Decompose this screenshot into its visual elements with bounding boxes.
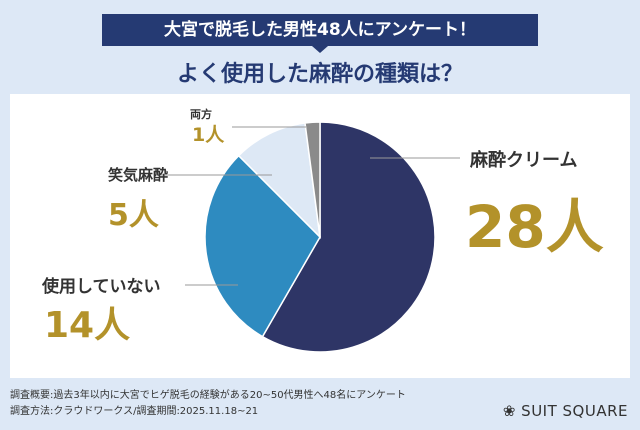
logo-text: SUIT SQUARE [521, 402, 628, 420]
label-none: 使用していない [42, 277, 161, 297]
slice-cream [261, 121, 436, 353]
survey-method: 調査方法:クラウドワークス/調査期間:2025.11.18~21 [10, 406, 259, 417]
logo-icon: ❀ [502, 402, 522, 420]
brand-logo: ❀ SUIT SQUARE [503, 402, 628, 420]
value-none: 14人 [44, 305, 131, 346]
slice-both [304, 121, 321, 238]
label-both: 両方 [190, 108, 212, 121]
value-cream: 28人 [465, 193, 604, 261]
value-both: 1人 [192, 124, 225, 146]
survey-banner: 大宮で脱毛した男性48人にアンケート！ [102, 14, 538, 53]
survey-summary: 調査概要:過去3年以内に大宮でヒゲ脱毛の経験がある20~50代男性へ48名にアン… [10, 390, 406, 401]
chart-title: よく使用した麻酔の種類は？ [176, 62, 463, 87]
slice-none [204, 154, 321, 338]
label-nitrous: 笑気麻酔 [108, 166, 169, 184]
label-cream: 麻酔クリーム [470, 150, 578, 171]
slice-nitrous [237, 122, 322, 240]
value-nitrous: 5人 [108, 198, 159, 233]
